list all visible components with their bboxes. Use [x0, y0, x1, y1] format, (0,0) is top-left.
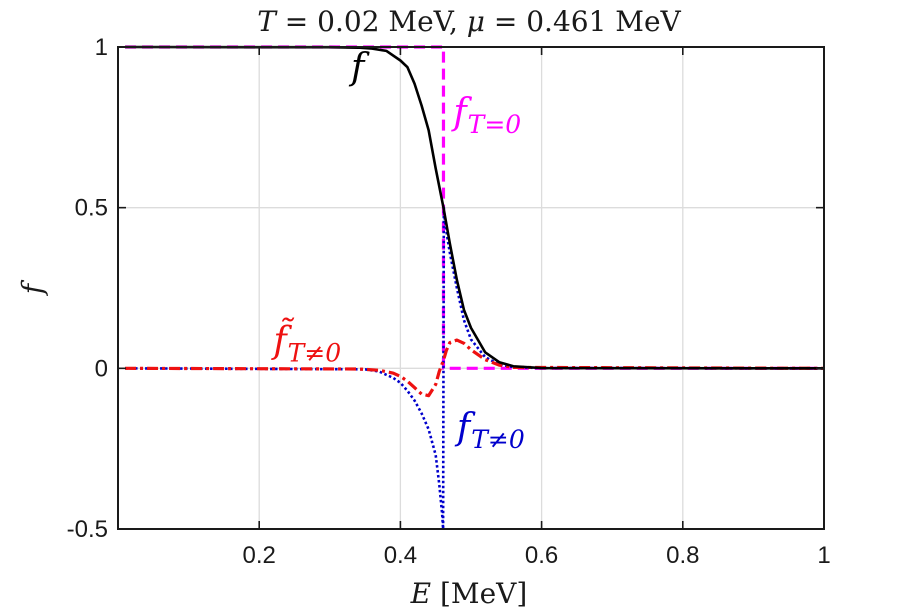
chart-title: T = 0.02 MeV, μ = 0.461 MeV	[257, 5, 681, 38]
x-axis-unit: [MeV]	[431, 577, 527, 610]
axes	[117, 46, 825, 530]
series-line-ftilde-tneq0	[125, 338, 825, 398]
annotation-symbol: f	[348, 47, 370, 88]
tick-labels: 0.2 0.4 0.6 0.8 1 -0.5 0 0.5 1	[67, 34, 831, 569]
annotation-f-tneq0: fT≠0	[454, 407, 525, 454]
annotation-subscript: T=0	[468, 110, 522, 139]
annotation-f: f	[348, 47, 370, 88]
y-tick-label: 0	[95, 355, 108, 382]
series-line-f	[125, 45, 825, 370]
annotation-subscript: T≠0	[288, 338, 342, 367]
title-mu-text: = 0.461 MeV	[485, 5, 682, 38]
x-tick-label: 0.4	[384, 542, 417, 569]
x-tick-label: 0.8	[666, 542, 699, 569]
y-tick-label: 1	[95, 34, 108, 61]
x-axis-symbol: E	[410, 577, 431, 610]
x-tick-label: 1	[817, 542, 830, 569]
title-T-text: = 0.02 MeV,	[276, 5, 467, 38]
annotation-subscript: T≠0	[471, 425, 525, 454]
y-axis-label: f	[16, 279, 49, 296]
y-tick-label: 0.5	[75, 195, 108, 222]
axes-box	[117, 46, 825, 530]
x-axis-label: E [MeV]	[410, 577, 528, 610]
title-T-symbol: T	[257, 5, 278, 38]
series-annotations: f fT=0 f̃T≠0 fT≠0	[270, 47, 525, 454]
annotation-ftilde-tneq0: f̃T≠0	[270, 318, 341, 367]
annotation-f-t0: fT=0	[450, 92, 521, 139]
title-mu-symbol: μ	[467, 5, 485, 38]
y-tick-label: -0.5	[67, 516, 108, 543]
x-tick-label: 0.6	[525, 542, 558, 569]
x-tick-label: 0.2	[243, 542, 276, 569]
